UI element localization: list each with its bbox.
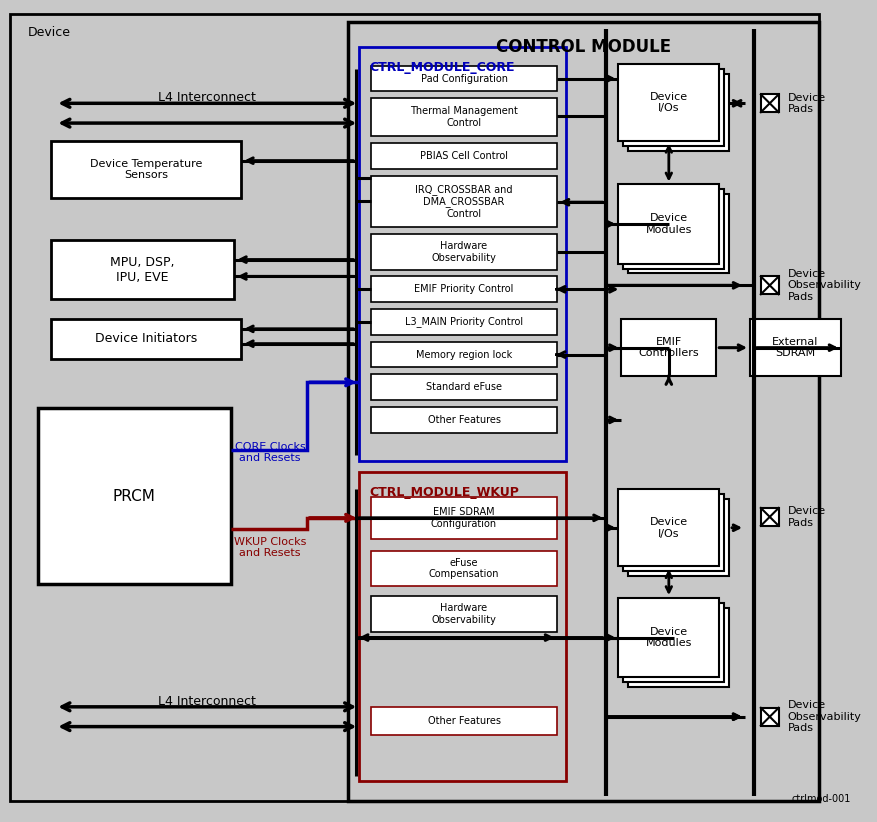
- Text: Hardware
Observability: Hardware Observability: [431, 603, 496, 625]
- Bar: [628, 74, 729, 150]
- Text: Device
I/Os: Device I/Os: [650, 91, 688, 113]
- Text: Other Features: Other Features: [427, 415, 501, 425]
- Text: CTRL_MODULE_CORE: CTRL_MODULE_CORE: [369, 61, 515, 74]
- Text: IRQ_CROSSBAR and
DMA_CROSSBAR
Control: IRQ_CROSSBAR and DMA_CROSSBAR Control: [416, 184, 513, 219]
- Text: EMIF Priority Control: EMIF Priority Control: [414, 284, 514, 294]
- Bar: [618, 598, 719, 677]
- Bar: [371, 234, 557, 270]
- Bar: [38, 408, 231, 584]
- Bar: [371, 596, 557, 631]
- Text: EMIF SDRAM
Configuration: EMIF SDRAM Configuration: [431, 507, 497, 529]
- Bar: [360, 473, 566, 781]
- Text: Device
Modules: Device Modules: [645, 626, 692, 649]
- Text: eFuse
Compensation: eFuse Compensation: [429, 557, 499, 580]
- Text: Device: Device: [28, 26, 71, 39]
- Bar: [624, 603, 724, 682]
- Bar: [348, 22, 819, 801]
- Text: CTRL_MODULE_WKUP: CTRL_MODULE_WKUP: [369, 486, 519, 499]
- Bar: [371, 176, 557, 227]
- Text: Device
Pads: Device Pads: [788, 506, 825, 528]
- Text: L4 Interconnect: L4 Interconnect: [158, 91, 256, 104]
- Text: MPU, DSP,
IPU, EVE: MPU, DSP, IPU, EVE: [111, 256, 175, 284]
- Text: Device
Pads: Device Pads: [788, 93, 825, 114]
- Text: Device Temperature
Sensors: Device Temperature Sensors: [90, 159, 203, 180]
- Text: External
SDRAM: External SDRAM: [773, 337, 818, 358]
- Bar: [621, 319, 717, 376]
- Bar: [628, 608, 729, 687]
- Bar: [618, 489, 719, 566]
- Text: PRCM: PRCM: [112, 488, 155, 504]
- Text: PBIAS Cell Control: PBIAS Cell Control: [420, 150, 508, 161]
- Bar: [624, 189, 724, 269]
- Bar: [371, 707, 557, 735]
- Bar: [371, 276, 557, 302]
- Text: Thermal Management
Control: Thermal Management Control: [410, 106, 518, 128]
- Bar: [761, 708, 779, 726]
- Bar: [371, 342, 557, 367]
- Bar: [52, 141, 241, 198]
- Bar: [750, 319, 841, 376]
- Bar: [52, 240, 234, 299]
- Bar: [761, 276, 779, 294]
- Bar: [371, 497, 557, 538]
- Bar: [628, 499, 729, 576]
- Bar: [761, 508, 779, 526]
- Text: Other Features: Other Features: [427, 716, 501, 726]
- Text: L4 Interconnect: L4 Interconnect: [158, 695, 256, 708]
- Text: Standard eFuse: Standard eFuse: [426, 382, 502, 392]
- Text: Device
Observability
Pads: Device Observability Pads: [788, 700, 861, 733]
- Bar: [360, 47, 566, 461]
- Text: Device
Observability
Pads: Device Observability Pads: [788, 269, 861, 302]
- Text: L3_MAIN Priority Control: L3_MAIN Priority Control: [405, 316, 523, 327]
- Bar: [371, 99, 557, 136]
- Bar: [52, 319, 241, 358]
- Text: CONTROL MODULE: CONTROL MODULE: [496, 38, 671, 56]
- Text: ctrlmod-001: ctrlmod-001: [792, 794, 851, 804]
- Bar: [371, 407, 557, 432]
- Bar: [618, 184, 719, 264]
- Text: Pad Configuration: Pad Configuration: [420, 73, 508, 84]
- Text: WKUP Clocks
and Resets: WKUP Clocks and Resets: [234, 537, 306, 558]
- Bar: [628, 194, 729, 274]
- Text: Hardware
Observability: Hardware Observability: [431, 241, 496, 262]
- Text: Device
Modules: Device Modules: [645, 213, 692, 235]
- Bar: [371, 143, 557, 169]
- Bar: [624, 494, 724, 571]
- Text: Memory region lock: Memory region lock: [416, 349, 512, 359]
- Text: CORE Clocks
and Resets: CORE Clocks and Resets: [235, 441, 305, 464]
- Bar: [371, 66, 557, 91]
- Bar: [371, 551, 557, 586]
- Text: Device
I/Os: Device I/Os: [650, 517, 688, 538]
- Bar: [371, 374, 557, 400]
- Bar: [371, 309, 557, 335]
- Bar: [618, 64, 719, 141]
- Bar: [624, 69, 724, 145]
- Text: Device Initiators: Device Initiators: [96, 332, 197, 345]
- Text: EMIF
Controllers: EMIF Controllers: [638, 337, 699, 358]
- Bar: [761, 95, 779, 113]
